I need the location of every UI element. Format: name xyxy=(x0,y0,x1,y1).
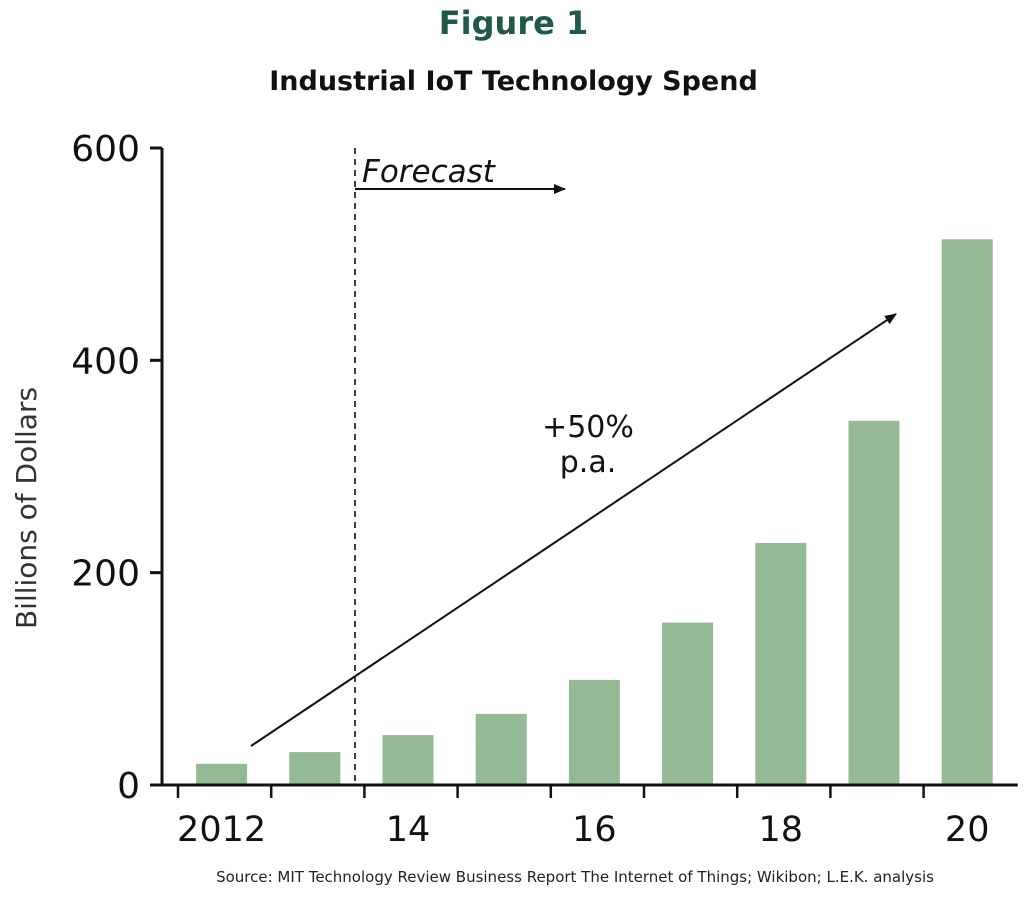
x-tick-label-2014: 14 xyxy=(386,810,431,850)
bar-2016 xyxy=(568,679,620,785)
y-tick-label-600: 600 xyxy=(71,129,140,170)
x-tick-label-2020: 20 xyxy=(945,810,990,850)
bar-2017 xyxy=(662,622,714,785)
bar-2019 xyxy=(848,420,900,785)
bar-2013 xyxy=(289,752,341,785)
growth-rate-label: +50% xyxy=(542,410,634,445)
y-tick-label-400: 400 xyxy=(71,341,140,382)
x-tick-label-2016: 16 xyxy=(572,810,617,850)
y-tick-label-200: 200 xyxy=(71,554,140,595)
x-tick-label-2018: 18 xyxy=(759,810,804,850)
bar-2015 xyxy=(475,713,527,785)
figure-label: Figure 1 xyxy=(438,4,589,42)
bar-2012 xyxy=(196,763,248,785)
y-tick-label-0: 0 xyxy=(117,766,140,807)
bar-2018 xyxy=(755,542,807,785)
bar-chart: 0 200 400 600 2012 14 16 18 20 Forecast +50% p.a… xyxy=(10,129,1018,850)
bar-2014 xyxy=(382,735,434,785)
chart-title: Industrial IoT Technology Spend xyxy=(269,66,758,97)
x-tick-label-2012: 2012 xyxy=(177,810,266,850)
growth-period-label: p.a. xyxy=(560,445,617,480)
bar-2020 xyxy=(941,239,993,786)
growth-arrow xyxy=(250,313,897,747)
forecast-label: Forecast xyxy=(362,154,497,190)
bars-group xyxy=(196,239,993,786)
y-axis-label: Billions of Dollars xyxy=(10,387,43,629)
axes-group xyxy=(160,148,1018,787)
source-note: Source: MIT Technology Review Business R… xyxy=(216,868,934,886)
ticks-group: 0 200 400 600 2012 14 16 18 20 xyxy=(71,129,989,850)
